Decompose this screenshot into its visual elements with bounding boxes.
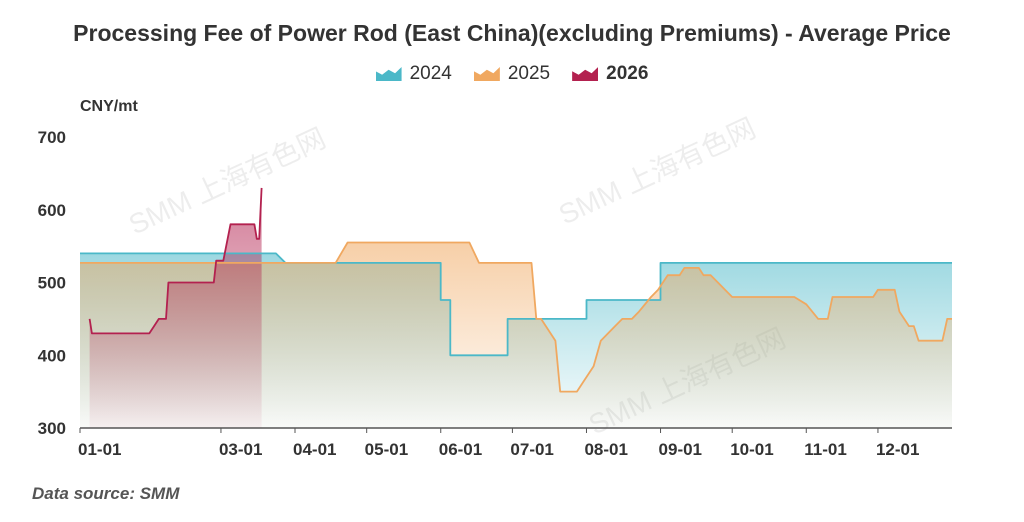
x-tick-label: 08-01	[584, 440, 627, 459]
series-line-2026	[88, 187, 263, 335]
legend-item-2024[interactable]: 2024	[375, 63, 452, 85]
y-tick-label: 700	[38, 128, 66, 147]
legend-item-2025[interactable]: 2025	[473, 63, 551, 85]
y-tick-label: 500	[38, 274, 66, 293]
legend-label-2025: 2025	[507, 63, 551, 84]
x-tick-label: 04-01	[293, 440, 336, 459]
x-tick-label: 10-01	[730, 440, 773, 459]
legend-label-2026: 2026	[606, 63, 649, 84]
chart-legend: 2024 2025 2026	[0, 63, 1024, 85]
x-tick-label: 09-01	[659, 440, 702, 459]
chart-title: Processing Fee of Power Rod (East China)…	[73, 20, 951, 46]
y-axis-unit: CNY/mt	[80, 98, 138, 115]
x-tick-label: 01-01	[78, 440, 121, 459]
x-tick-label: 03-01	[219, 440, 262, 459]
x-tick-label: 06-01	[439, 440, 482, 459]
y-tick-label: 600	[38, 201, 66, 220]
x-tick-label: 07-01	[510, 440, 553, 459]
area-2025	[80, 242, 952, 428]
x-tick-label: 12-01	[876, 440, 919, 459]
y-tick-label: 400	[38, 346, 66, 365]
legend-item-2026[interactable]: 2026	[572, 63, 648, 85]
x-tick-label: 05-01	[365, 440, 408, 459]
data-source: Data source: SMM	[32, 484, 180, 503]
legend-label-2024: 2024	[409, 63, 452, 84]
x-tick-label: 11-01	[804, 440, 847, 459]
y-tick-label: 300	[38, 419, 66, 438]
series-line-2025	[80, 241, 952, 393]
area-2026	[89, 187, 262, 428]
